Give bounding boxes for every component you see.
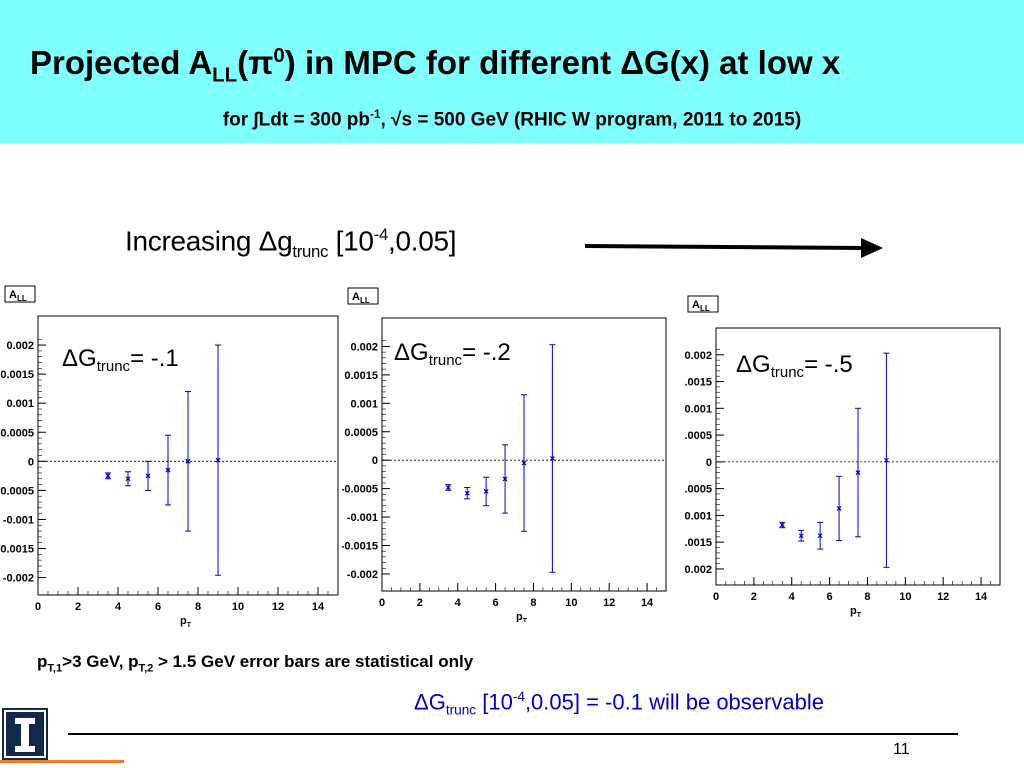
slide-title: Projected ALL(π0) in MPC for different Δ… xyxy=(30,44,841,87)
y-axis-title: ALL xyxy=(9,289,27,303)
y-tick-label: -0.002 xyxy=(3,573,34,585)
increasing-dg-label: Increasing Δgtrunc [10-4,0.05] xyxy=(125,225,457,261)
y-tick-label: -0.001 xyxy=(684,510,712,522)
data-point-cross xyxy=(817,533,823,539)
data-point-cross xyxy=(145,473,151,479)
y-tick-label: -0.0015 xyxy=(342,541,378,553)
y-tick-label: -0.0015 xyxy=(0,544,34,556)
y-axis-title: ALL xyxy=(692,299,710,313)
delta-g-annotation: ΔGtrunc= -.2 xyxy=(394,339,511,369)
y-tick-label: 0.002 xyxy=(684,350,712,362)
y-tick-label: 0 xyxy=(706,457,712,469)
y-tick-label: 0.0005 xyxy=(0,427,34,439)
y-tick-label: 0 xyxy=(372,455,378,467)
y-tick-label: 0.0015 xyxy=(344,370,378,382)
y-tick-label: 0.001 xyxy=(684,403,712,415)
y-tick-label: -0.001 xyxy=(3,514,34,526)
chart-panel-3: ALL -0.002 -0.0015 -0.001 -0.0005 0 0.0005 0.00… xyxy=(684,295,1001,619)
slide-subtitle: for ∫Ldt = 300 pb-1, √s = 500 GeV (RHIC … xyxy=(222,108,802,131)
y-tick-label: 0.0005 xyxy=(684,430,712,442)
x-tick-label: 4 xyxy=(115,601,122,613)
x-tick-label: 8 xyxy=(530,597,536,609)
data-point-cross xyxy=(549,456,555,461)
y-tick-label: 0.0015 xyxy=(684,377,712,389)
y-axis-title-box xyxy=(4,285,36,303)
x-tick-label: 8 xyxy=(195,601,201,613)
x-tick-label: 8 xyxy=(864,591,870,603)
y-tick-label: 0.002 xyxy=(350,341,378,353)
y-axis-title-box xyxy=(347,287,379,305)
y-tick-label: -0.002 xyxy=(684,564,712,576)
x-tick-label: 2 xyxy=(417,597,423,609)
footer-rule xyxy=(68,733,958,735)
data-point-cross xyxy=(105,473,111,479)
x-tick-label: 12 xyxy=(937,591,949,603)
y-tick-label: -0.0005 xyxy=(342,484,378,496)
data-point-cross xyxy=(779,522,785,528)
data-point-cross xyxy=(445,485,451,490)
x-tick-label: 14 xyxy=(641,597,654,609)
data-point-cross xyxy=(483,489,489,494)
data-point-cross xyxy=(798,533,804,539)
data-point-cross xyxy=(215,457,221,463)
y-tick-label: 0.002 xyxy=(6,340,34,352)
chart-panel-1: ALL -0.002 -0.0015 -0.001 -0.0005 0 0.0005 0.00… xyxy=(0,285,339,629)
university-logo-icon xyxy=(2,708,48,760)
x-tick-label: 2 xyxy=(751,591,757,603)
data-point-cross xyxy=(502,476,508,482)
y-tick-label: -0.0005 xyxy=(0,485,34,497)
y-tick-label: -0.002 xyxy=(347,569,378,581)
right-arrow-icon xyxy=(585,238,883,258)
y-tick-label: -0.001 xyxy=(347,512,378,524)
x-axis-title: pT xyxy=(180,615,192,629)
x-tick-label: 10 xyxy=(232,601,244,613)
page-number: 11 xyxy=(893,741,910,758)
data-point-cross xyxy=(125,476,131,482)
data-point-cross xyxy=(855,470,861,475)
data-point-cross xyxy=(464,490,470,496)
x-tick-label: 6 xyxy=(827,591,833,603)
x-axis-title: pT xyxy=(516,611,528,622)
chart-panel-2: ALL -0.002 -0.0015 -0.001 -0.0005 0 0.0005 0.00… xyxy=(342,287,667,622)
delta-g-annotation: ΔGtrunc= -.1 xyxy=(62,345,179,375)
data-point-cross xyxy=(883,457,889,463)
x-tick-label: 10 xyxy=(899,591,911,603)
x-tick-label: 0 xyxy=(35,601,41,613)
y-tick-label: 0.001 xyxy=(6,398,34,410)
footnote: pT,1>3 GeV, pT,2 > 1.5 GeV error bars ar… xyxy=(37,652,474,675)
y-tick-label: 0 xyxy=(28,456,34,468)
y-axis-title: ALL xyxy=(352,291,370,305)
delta-g-annotation: ΔGtrunc= -.5 xyxy=(736,351,853,381)
x-tick-label: 6 xyxy=(155,601,161,613)
data-point-cross xyxy=(521,460,527,466)
title-banner xyxy=(0,0,1024,143)
x-tick-label: 10 xyxy=(565,597,577,609)
data-point-cross xyxy=(165,467,171,473)
y-tick-label: 0.001 xyxy=(350,398,378,410)
logo-accent-bar xyxy=(0,760,124,763)
data-point-cross xyxy=(185,458,191,464)
x-tick-label: 14 xyxy=(312,601,325,613)
x-tick-label: 14 xyxy=(975,591,988,603)
x-tick-label: 4 xyxy=(789,591,796,603)
x-tick-label: 12 xyxy=(272,601,284,613)
x-tick-label: 2 xyxy=(75,601,81,613)
y-tick-label: 0.0015 xyxy=(0,369,34,381)
y-tick-label: -0.0015 xyxy=(684,537,712,549)
x-tick-label: 6 xyxy=(493,597,499,609)
data-point-cross xyxy=(836,506,842,511)
x-axis-title: pT xyxy=(850,605,862,619)
y-axis-title-box xyxy=(687,295,719,313)
x-tick-label: 0 xyxy=(713,591,719,603)
y-tick-label: -0.0005 xyxy=(684,484,712,496)
x-tick-label: 12 xyxy=(603,597,615,609)
x-tick-label: 4 xyxy=(455,597,462,609)
conclusion-text: ΔGtrunc [10-4,0.05] = -0.1 will be obser… xyxy=(414,689,824,718)
y-tick-label: 0.0005 xyxy=(344,427,378,439)
x-tick-label: 0 xyxy=(379,597,385,609)
